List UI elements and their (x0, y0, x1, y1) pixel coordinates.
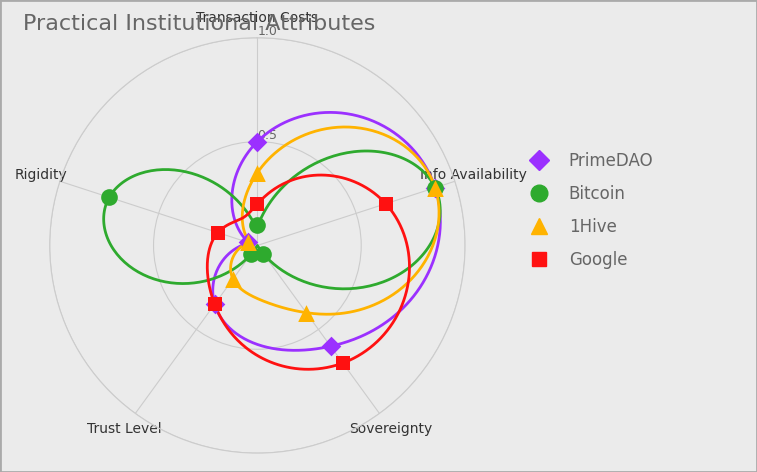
Point (429, 184, 441, 192)
Point (241, 238, 254, 246)
Point (337, 359, 349, 367)
Point (251, 221, 263, 228)
Point (257, 250, 269, 258)
Point (429, 184, 441, 192)
Point (301, 309, 313, 316)
Point (103, 194, 115, 201)
Text: Practical Institutional Attributes: Practical Institutional Attributes (23, 14, 375, 34)
Point (209, 301, 221, 308)
Legend: PrimeDAO, Bitcoin, 1Hive, Google: PrimeDAO, Bitcoin, 1Hive, Google (516, 145, 660, 275)
Point (251, 138, 263, 145)
Point (245, 250, 257, 258)
Point (212, 229, 224, 236)
Point (325, 343, 337, 350)
Point (380, 200, 392, 208)
Point (209, 301, 221, 308)
Point (429, 184, 441, 192)
Point (251, 169, 263, 177)
Point (251, 200, 263, 208)
Point (227, 275, 239, 283)
Point (241, 238, 254, 246)
